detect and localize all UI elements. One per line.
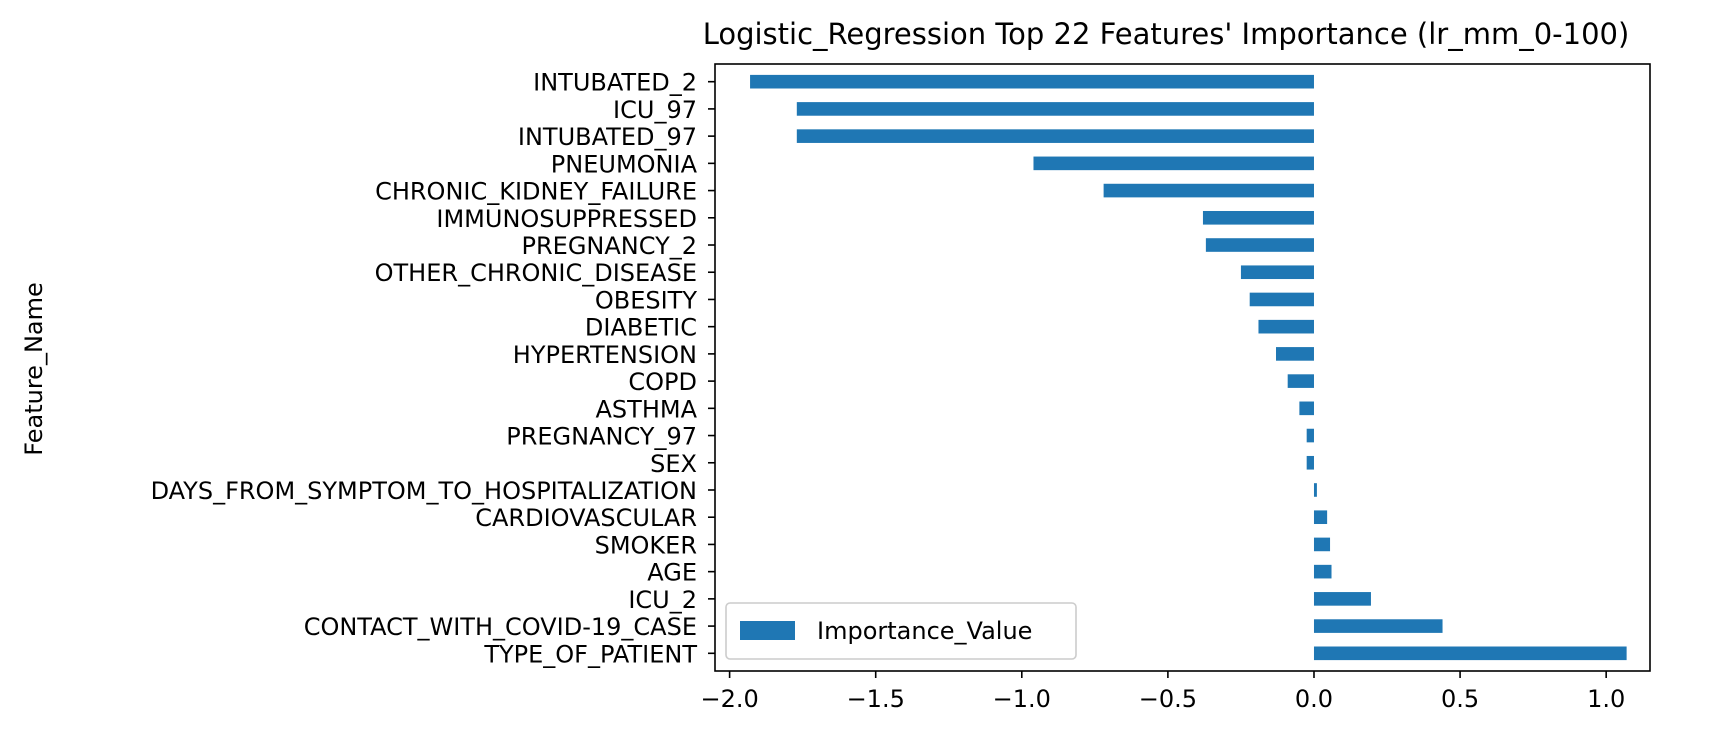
bar-intubated-97 (796, 129, 1314, 143)
bar-icu-2 (1313, 592, 1371, 606)
x-tick-label: −1.5 (847, 685, 905, 713)
bar-pregnancy-2 (1205, 238, 1314, 252)
bar-intubated-2 (750, 74, 1314, 89)
bar-hypertension (1276, 347, 1314, 361)
y-tick-label: HYPERTENSION (513, 341, 697, 369)
y-tick-label: CONTACT_WITH_COVID-19_CASE (304, 613, 697, 641)
bar-copd (1287, 374, 1314, 388)
y-tick-label: DIABETIC (585, 314, 697, 342)
bar-icu-97 (796, 102, 1314, 116)
y-tick-label: DAYS_FROM_SYMPTOM_TO_HOSPITALIZATION (151, 477, 697, 505)
y-axis-ticks: INTUBATED_2ICU_97INTUBATED_97PNEUMONIACH… (151, 69, 715, 668)
bar-obesity (1249, 292, 1314, 307)
y-tick-label: OBESITY (595, 286, 697, 314)
y-tick-label: PNEUMONIA (551, 150, 698, 178)
legend-label: Importance_Value (817, 617, 1032, 645)
y-tick-label: IMMUNOSUPPRESSED (436, 205, 697, 233)
chart-title: Logistic_Regression Top 22 Features' Imp… (703, 17, 1630, 51)
x-tick-label: 0.0 (1295, 685, 1333, 713)
y-tick-label: AGE (647, 559, 697, 587)
bar-chronic-kidney-failure (1103, 183, 1314, 198)
plot-area-frame (714, 63, 1651, 672)
x-tick-label: 0.5 (1441, 685, 1479, 713)
y-tick-label: ICU_97 (613, 96, 697, 124)
y-tick-label: ASTHMA (596, 395, 698, 423)
bar-sex (1306, 455, 1314, 470)
y-tick-label: PREGNANCY_97 (506, 423, 697, 451)
x-tick-label: 1.0 (1587, 685, 1625, 713)
y-tick-label: ICU_2 (628, 586, 697, 614)
x-tick-label: −1.0 (993, 685, 1051, 713)
bar-cardiovascular (1313, 510, 1328, 525)
x-tick-label: −2.0 (700, 685, 758, 713)
bar-pregnancy-97 (1306, 428, 1314, 443)
bar-contact-with-covid-19-case (1313, 619, 1443, 633)
x-axis-ticks: −2.0 −1.5 −1.0 −0.5 0.0 0.5 1.0 (700, 671, 1625, 713)
y-tick-label: CARDIOVASCULAR (475, 504, 697, 532)
y-tick-label: OTHER_CHRONIC_DISEASE (375, 259, 697, 287)
bar-asthma (1299, 401, 1314, 416)
legend-box (725, 602, 1077, 660)
bar-type-of-patient (1313, 646, 1627, 661)
bar-smoker (1313, 537, 1331, 552)
y-tick-label: CHRONIC_KIDNEY_FAILURE (375, 178, 697, 206)
y-tick-label: PREGNANCY_2 (522, 232, 698, 260)
legend: Importance_Value (725, 602, 1077, 660)
bar-age (1313, 564, 1332, 579)
y-axis-title: Feature_Name (20, 282, 48, 456)
y-tick-label: TYPE_OF_PATIENT (483, 640, 697, 668)
bars-layer (750, 74, 1627, 661)
y-tick-label: INTUBATED_97 (518, 123, 697, 151)
bar-days-from-symptom-to-hospitalization (1313, 483, 1317, 497)
y-tick-label: COPD (628, 368, 697, 396)
x-tick-label: −0.5 (1139, 685, 1197, 713)
y-tick-label: SEX (650, 450, 697, 478)
bar-pneumonia (1033, 156, 1314, 171)
bar-other-chronic-disease (1240, 265, 1314, 280)
bar-diabetic (1258, 319, 1314, 334)
y-tick-label: INTUBATED_2 (533, 69, 697, 97)
bar-immunosuppressed (1202, 210, 1314, 225)
y-tick-label: SMOKER (595, 531, 697, 559)
legend-swatch (740, 621, 795, 640)
